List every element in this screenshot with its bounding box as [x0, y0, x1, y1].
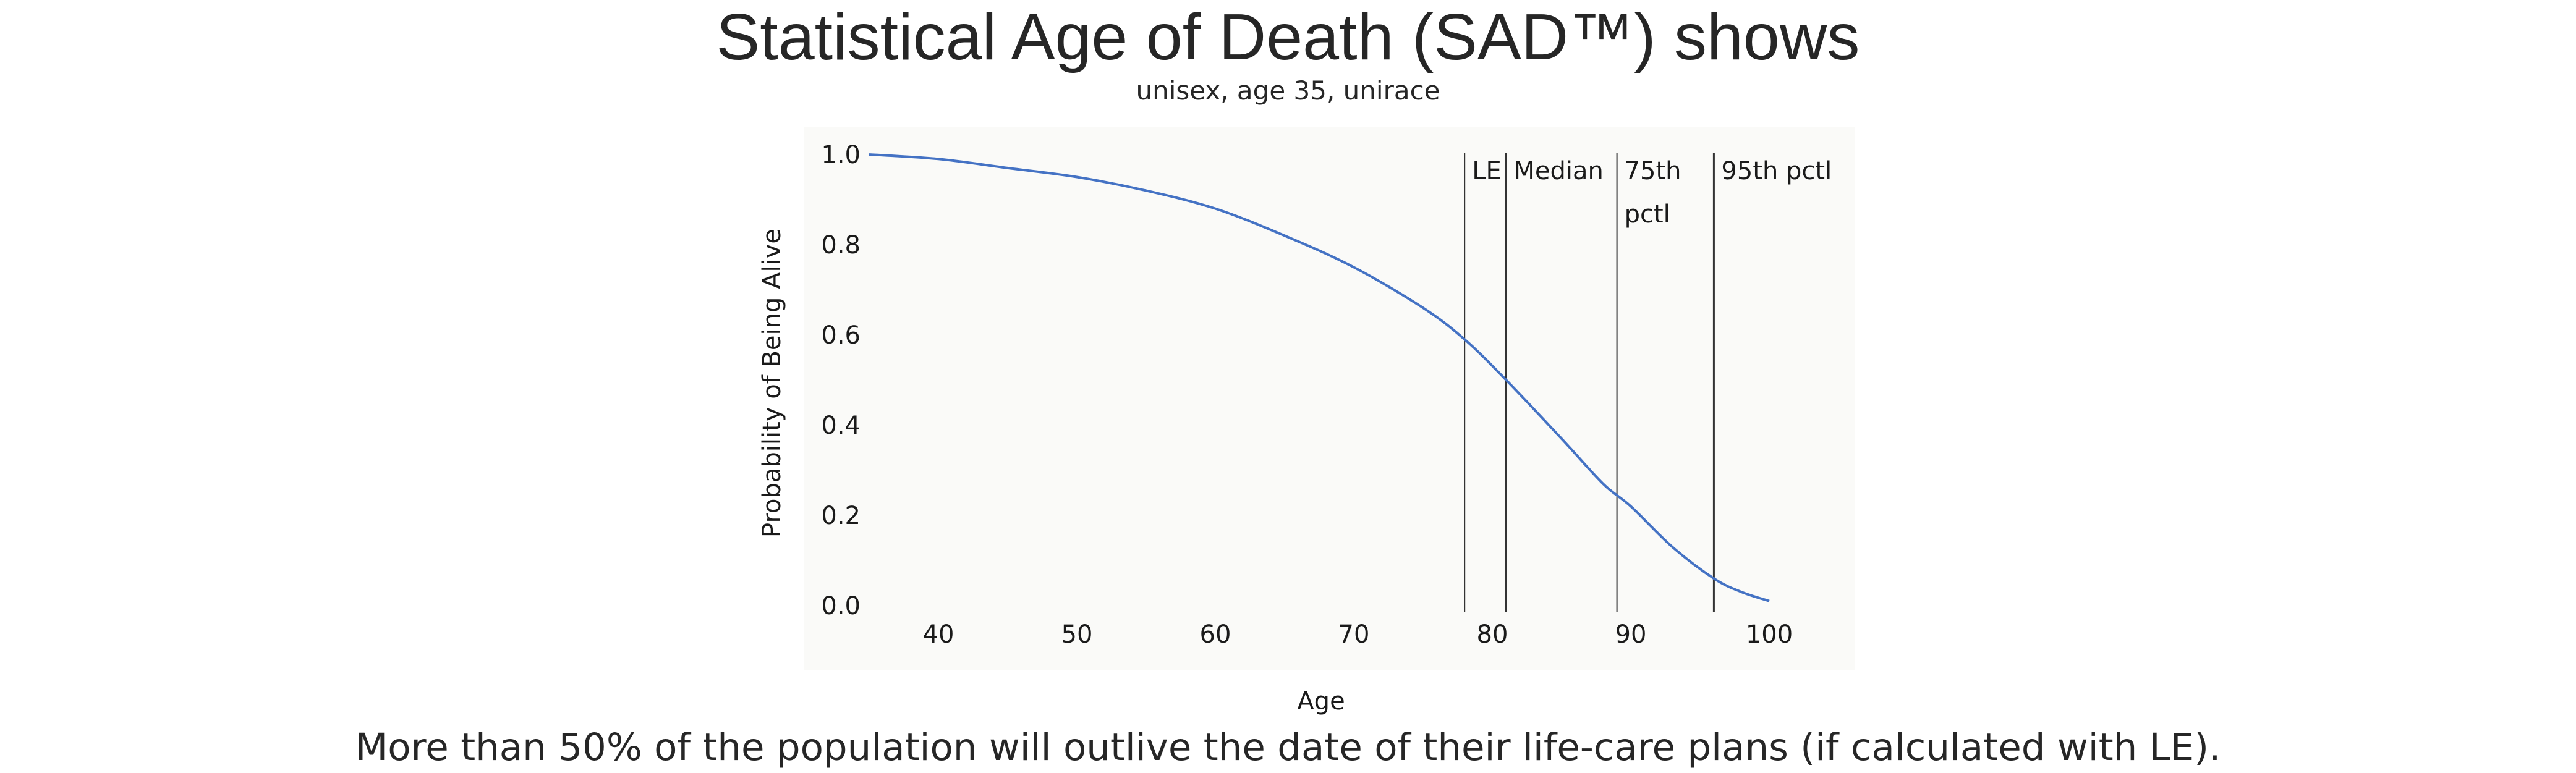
x-axis-label: Age — [1297, 687, 1345, 716]
y-tick-label: 0.0 — [821, 592, 861, 620]
x-tick-label: 90 — [1615, 620, 1647, 649]
y-tick-label: 1.0 — [821, 141, 861, 169]
y-tick-label: 0.4 — [821, 412, 861, 440]
marker-label: Median — [1513, 157, 1604, 185]
marker-label: pctl — [1625, 200, 1670, 229]
slide-title: Statistical Age of Death (SAD™) shows — [716, 1, 1860, 74]
y-tick-label: 0.8 — [821, 231, 861, 260]
chart-subtitle: unisex, age 35, unirace — [1136, 75, 1440, 106]
x-tick-label: 100 — [1746, 620, 1793, 649]
plot-area — [804, 127, 1855, 670]
y-tick-label: 0.2 — [821, 502, 861, 530]
x-tick-label: 70 — [1338, 620, 1370, 649]
x-tick-label: 40 — [923, 620, 954, 649]
survival-curve — [869, 153, 1770, 602]
x-tick-label: 80 — [1477, 620, 1508, 649]
x-tick-label: 60 — [1200, 620, 1231, 649]
marker-label: LE — [1472, 157, 1502, 185]
marker-label: 75th — [1625, 157, 1681, 185]
marker-label: 95th pctl — [1721, 157, 1832, 185]
y-tick-label: 0.6 — [821, 321, 861, 350]
y-axis-label: Probability of Being Alive — [758, 229, 786, 538]
footer-note: More than 50% of the population will out… — [355, 725, 2221, 769]
x-tick-label: 50 — [1061, 620, 1093, 649]
